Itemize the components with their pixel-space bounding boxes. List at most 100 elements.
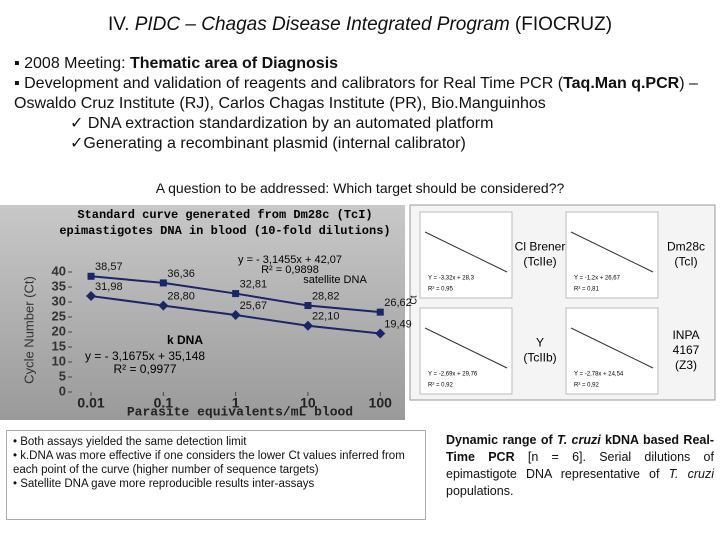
series-label: satellite DNA: [303, 274, 367, 286]
y-tick-label: 15: [52, 338, 66, 353]
mini-equation: Y = -1,2x + 26,67: [574, 276, 621, 282]
data-label: 31,98: [95, 281, 123, 293]
point: [302, 320, 313, 331]
text: kDNA based Real-Time PCR: [446, 433, 714, 464]
title-part: (FIOCRUZ): [509, 14, 613, 35]
chart-title: Standard curve generated from Dm28c (TcI…: [77, 208, 372, 222]
y-tick-label: 20: [52, 323, 66, 338]
data-label: 32,81: [240, 278, 268, 290]
point: [158, 300, 169, 311]
finding: • k.DNA was more effective if one consid…: [13, 450, 405, 476]
mini-trend: [424, 327, 508, 369]
bullet: ▪ 2008 Meeting: Thematic area of Diagnos…: [14, 54, 714, 74]
mini-plot: [419, 307, 513, 395]
bullet-list: ▪ 2008 Meeting: Thematic area of Diagnos…: [14, 54, 714, 154]
text: ) – Oswaldo Cruz Institute (RJ), Carlos …: [14, 75, 698, 112]
finding: • Both assays yielded the same detection…: [13, 436, 247, 448]
y-tick-label: 35: [52, 278, 66, 293]
title-part: PIDC – Chagas Disease Integrated Program: [134, 14, 510, 35]
finding: • Satellite DNA gave more reproducible r…: [13, 478, 315, 490]
panel-label: (Z3): [675, 358, 697, 372]
x-tick-label: 10: [300, 395, 316, 411]
point: [375, 328, 386, 339]
series-label: k DNA: [167, 333, 203, 347]
text: populations.: [446, 484, 514, 498]
mini-plot: [565, 307, 659, 395]
point: [86, 291, 97, 302]
panel-label: (TcI): [674, 255, 697, 269]
mini-trend: [570, 231, 654, 273]
data-label: 28,80: [167, 291, 195, 303]
panel-label: INPA: [672, 328, 699, 342]
point: [376, 308, 384, 316]
text: [n = 6]. Serial dilutions of epimastigot…: [446, 450, 714, 481]
equation: y = - 3,1675x + 35,148: [85, 349, 205, 363]
panel-label: Dm28c: [667, 240, 705, 254]
slide-title: IV. PIDC – Chagas Disease Integrated Pro…: [0, 14, 720, 36]
equation: R² = 0,9977: [113, 362, 176, 376]
text: Dynamic range of: [446, 433, 557, 447]
mini-equation: R² = 0,92: [428, 383, 454, 389]
bullet: ✓ DNA extraction standardization by an a…: [70, 115, 494, 132]
text: ▪ 2008 Meeting:: [14, 55, 130, 72]
mini-equation: Y = -2,78x + 24,54: [574, 372, 624, 378]
panel-label: Y: [536, 336, 544, 350]
point: [230, 309, 241, 320]
chart-title: epimastigotes DNA in blood (10-fold dilu…: [59, 224, 390, 238]
mini-equation: R² = 0,95: [428, 287, 454, 293]
panel-label: (TcIIb): [523, 351, 556, 365]
x-tick-label: 100: [369, 395, 393, 411]
point: [159, 279, 167, 287]
mini-equation: Y = -2,69x + 29,76: [428, 372, 478, 378]
findings-box: • Both assays yielded the same detection…: [6, 430, 426, 520]
data-label: 38,57: [95, 261, 123, 273]
panel-label: 4167: [673, 343, 700, 357]
x-tick-label: 0.1: [154, 395, 174, 411]
y-tick-label: 5: [59, 368, 66, 383]
bullet: ▪ Development and validation of reagents…: [14, 74, 714, 114]
mini-plot: [565, 211, 659, 299]
text: Thematic area of Diagnosis: [129, 55, 339, 72]
data-label: 25,67: [240, 300, 268, 312]
y-axis-title: Cycle Number (Ct): [21, 276, 36, 384]
text: T. cruzi: [668, 467, 715, 481]
text: T. cruzi: [556, 433, 601, 447]
mini-plot: [419, 211, 513, 299]
y-tick-label: 10: [52, 353, 66, 368]
y-tick-label: 30: [52, 293, 66, 308]
mini-trend: [424, 231, 508, 273]
chart-background: [0, 205, 405, 420]
mini-equation: Y = -3,32x + 28,3: [428, 276, 475, 282]
mini-trend: [570, 327, 654, 369]
x-axis-title: Parasite equivalents/mL blood: [127, 404, 353, 419]
panel-label: (TcIIe): [523, 255, 556, 269]
mini-equation: R² = 0,81: [574, 287, 600, 293]
text: Taq.Man q.PCR: [563, 75, 680, 92]
data-label: 28,82: [312, 290, 340, 302]
point: [304, 302, 312, 310]
data-label: 22,10: [312, 311, 340, 323]
point: [232, 290, 240, 298]
equation: R² = 0,9898: [261, 264, 319, 276]
data-label: 26,62: [384, 297, 412, 309]
text: ▪ Development and validation of reagents…: [14, 75, 564, 92]
y-tick-label: 40: [52, 263, 66, 278]
y-tick-label: 25: [52, 308, 66, 323]
data-label: 36,36: [167, 268, 195, 280]
point: [87, 272, 95, 280]
caption: Dynamic range of T. cruzi kDNA based Rea…: [446, 432, 714, 500]
panel-axis-label: Ct: [408, 295, 418, 304]
question: A question to be addressed: Which target…: [155, 180, 565, 196]
bullet: ✓Generating a recombinant plasmid (inter…: [70, 135, 466, 152]
panel-label: Cl Brener: [515, 240, 566, 254]
x-tick-label: 0.01: [77, 395, 104, 411]
y-tick-label: 0: [59, 383, 66, 398]
x-tick-label: 1: [232, 395, 240, 411]
mini-equation: R² = 0,92: [574, 383, 600, 389]
equation: y = - 3,1455x + 42,07: [238, 254, 342, 266]
data-label: 19,49: [384, 318, 412, 330]
title-part: IV.: [107, 14, 135, 35]
